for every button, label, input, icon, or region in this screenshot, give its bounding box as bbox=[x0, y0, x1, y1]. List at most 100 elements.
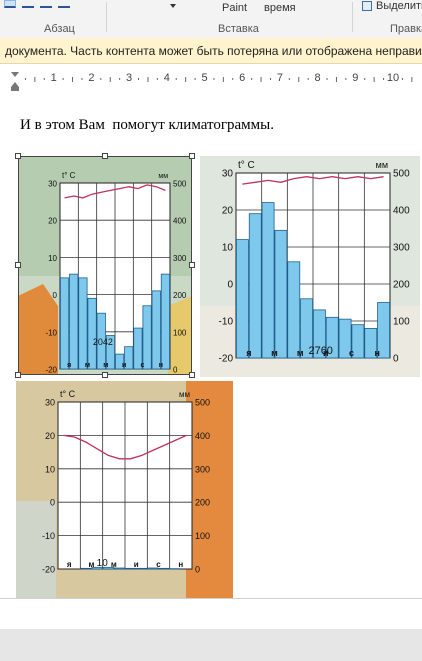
resize-handle-right[interactable] bbox=[189, 262, 195, 268]
month-tick-label: н bbox=[178, 560, 183, 569]
ribbon: Paint время Выделить Абзац Вставка Правк… bbox=[0, 0, 422, 39]
precipitation-bar bbox=[102, 566, 114, 570]
ruler-number: 7 bbox=[276, 72, 283, 84]
resize-handle-bottom[interactable] bbox=[102, 372, 108, 378]
photo-map-area bbox=[186, 381, 233, 598]
precipitation-tick-label: 400 bbox=[173, 217, 187, 226]
month-tick-label: с bbox=[349, 348, 354, 358]
align-left-icon[interactable] bbox=[4, 0, 16, 8]
chevron-down-icon[interactable] bbox=[170, 4, 176, 8]
precipitation-bar bbox=[351, 324, 365, 359]
temperature-tick-label: 0 bbox=[53, 291, 58, 300]
month-tick-label: я bbox=[246, 348, 251, 358]
hanging-indent-marker[interactable] bbox=[11, 82, 19, 87]
annual-precipitation-label: 2760 bbox=[308, 345, 332, 357]
precipitation-tick-label: 300 bbox=[195, 464, 210, 474]
ruler-ticks bbox=[24, 77, 413, 82]
month-tick-label: м bbox=[85, 362, 90, 369]
align-right-icon[interactable] bbox=[40, 0, 52, 8]
align-justify-icon[interactable] bbox=[58, 0, 70, 8]
precipitation-bar bbox=[124, 346, 134, 370]
precipitation-bar bbox=[274, 229, 288, 359]
temperature-tick-label: -10 bbox=[42, 531, 55, 541]
ruler-number: 3 bbox=[126, 72, 133, 84]
temperature-tick-label: -20 bbox=[42, 565, 55, 575]
month-tick-label: я bbox=[67, 560, 72, 569]
select-button[interactable]: Выделить bbox=[376, 0, 422, 12]
precipitation-bar bbox=[113, 567, 125, 570]
precipitation-bar bbox=[364, 327, 378, 359]
month-tick-label: м bbox=[297, 348, 304, 358]
precipitation-axis-label: мм bbox=[179, 390, 190, 399]
temperature-tick-label: 20 bbox=[222, 206, 234, 217]
month-tick-label: м bbox=[89, 560, 95, 569]
precipitation-bar bbox=[136, 567, 148, 570]
ruler-number: 10 bbox=[386, 72, 400, 84]
precipitation-axis-label: мм bbox=[376, 160, 388, 170]
select-icon[interactable] bbox=[362, 1, 372, 11]
precipitation-bar bbox=[125, 567, 137, 570]
group-insert-label: Вставка bbox=[218, 23, 259, 35]
temperature-tick-label: 30 bbox=[222, 169, 234, 180]
photo-background bbox=[16, 501, 56, 598]
precipitation-bar bbox=[325, 316, 339, 359]
month-tick-label: и bbox=[134, 560, 139, 569]
precipitation-bar bbox=[147, 567, 159, 570]
precipitation-tick-label: 500 bbox=[393, 169, 410, 180]
temperature-tick-label: 0 bbox=[227, 280, 233, 291]
precipitation-bar bbox=[69, 273, 79, 370]
precipitation-tick-label: 0 bbox=[173, 366, 178, 375]
precipitation-tick-label: 400 bbox=[195, 431, 210, 441]
ribbon-separator bbox=[352, 2, 353, 32]
resize-handle-top-left[interactable] bbox=[15, 153, 21, 159]
datetime-button[interactable]: время bbox=[264, 2, 296, 14]
precipitation-bar bbox=[133, 327, 143, 370]
ruler-number: 4 bbox=[163, 72, 170, 84]
paint-button[interactable]: Paint bbox=[222, 2, 248, 14]
temperature-tick-label: 30 bbox=[45, 398, 55, 408]
precipitation-tick-label: 300 bbox=[393, 243, 410, 254]
precipitation-bar bbox=[78, 277, 88, 370]
temperature-line bbox=[64, 184, 166, 199]
precipitation-tick-label: 400 bbox=[393, 206, 410, 217]
photo-map-area bbox=[18, 284, 58, 375]
temperature-line bbox=[242, 176, 384, 185]
ruler-number: 2 bbox=[88, 72, 95, 84]
first-line-indent-marker[interactable] bbox=[11, 72, 19, 77]
precipitation-bar bbox=[142, 305, 152, 370]
resize-handle-top-right[interactable] bbox=[189, 153, 195, 159]
precipitation-tick-label: 0 bbox=[195, 565, 200, 575]
resize-handle-top[interactable] bbox=[102, 153, 108, 159]
paragraph-align-buttons bbox=[4, 0, 70, 10]
precipitation-bar bbox=[80, 567, 92, 570]
ruler-number: 1 bbox=[50, 72, 57, 84]
resize-handle-bottom-left[interactable] bbox=[15, 372, 21, 378]
ribbon-separator bbox=[106, 2, 107, 32]
group-edit-label: Правка bbox=[390, 23, 422, 35]
left-indent-marker[interactable] bbox=[11, 87, 19, 91]
precipitation-tick-label: 0 bbox=[393, 354, 399, 365]
ruler[interactable]: 1 2 3 4 5 6 7 8 9 10 bbox=[0, 64, 422, 94]
precipitation-bar bbox=[338, 318, 352, 359]
temperature-tick-label: -10 bbox=[45, 328, 57, 337]
resize-handle-left[interactable] bbox=[15, 262, 21, 268]
temperature-tick-label: 0 bbox=[50, 498, 55, 508]
month-tick-label: м bbox=[271, 348, 278, 358]
ruler-number: 6 bbox=[239, 72, 246, 84]
temperature-axis-label: t° C bbox=[60, 389, 76, 399]
message-text: документа. Часть контента может быть пот… bbox=[5, 44, 422, 58]
document-paragraph[interactable]: И в этом Вам помогут климатограммы. bbox=[20, 117, 274, 133]
precipitation-tick-label: 100 bbox=[173, 328, 187, 337]
align-center-icon[interactable] bbox=[22, 0, 34, 8]
temperature-tick-label: 10 bbox=[222, 243, 234, 254]
ruler-number: 5 bbox=[201, 72, 208, 84]
annual-precipitation-label: 10 bbox=[97, 558, 109, 569]
temperature-line bbox=[63, 434, 187, 460]
temperature-tick-label: 10 bbox=[45, 464, 55, 474]
precipitation-bar bbox=[300, 298, 313, 359]
resize-handle-bottom-right[interactable] bbox=[189, 372, 195, 378]
month-tick-label: с bbox=[156, 560, 161, 569]
